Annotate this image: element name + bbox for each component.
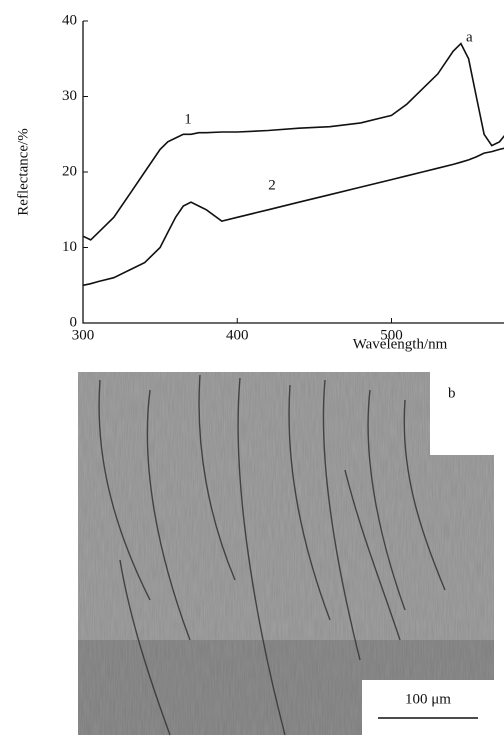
panel-label: b (448, 385, 456, 401)
series-line (82, 147, 504, 287)
y-tick-label: 0 (70, 314, 78, 330)
crack (146, 389, 191, 641)
series-label: 2 (268, 177, 276, 193)
y-tick-label: 20 (62, 163, 77, 179)
micrograph: b 100 μm (78, 372, 494, 736)
series-line (82, 42, 504, 241)
axes (82, 21, 504, 324)
crack (237, 377, 286, 736)
crack (403, 399, 446, 591)
y-tick-label: 40 (62, 12, 77, 28)
x-tick-label: 500 (380, 327, 403, 343)
crack (119, 559, 171, 736)
x-tick-label: 300 (72, 327, 95, 343)
y-tick-label: 10 (62, 239, 77, 255)
cracks (98, 374, 446, 736)
series-label: 1 (184, 111, 192, 127)
crack (98, 379, 151, 601)
micrograph-texture (78, 372, 494, 735)
crack (344, 469, 401, 641)
label-box (430, 372, 494, 455)
crack (288, 384, 331, 621)
scale-bar-label: 100 μm (405, 691, 451, 707)
x-tick-label: 400 (226, 327, 249, 343)
x-axis-label: Wavelength/nm (353, 336, 448, 352)
y-axis-label: Reflectance/% (15, 128, 31, 215)
panel-label: a (466, 29, 473, 45)
crack (322, 379, 361, 661)
crack (367, 389, 406, 611)
chart: a Wavelength/nm Reflectance/% 3004005006… (15, 12, 504, 352)
crack (198, 374, 236, 581)
y-tick-label: 30 (62, 88, 77, 104)
scale-bar-box (362, 680, 494, 735)
